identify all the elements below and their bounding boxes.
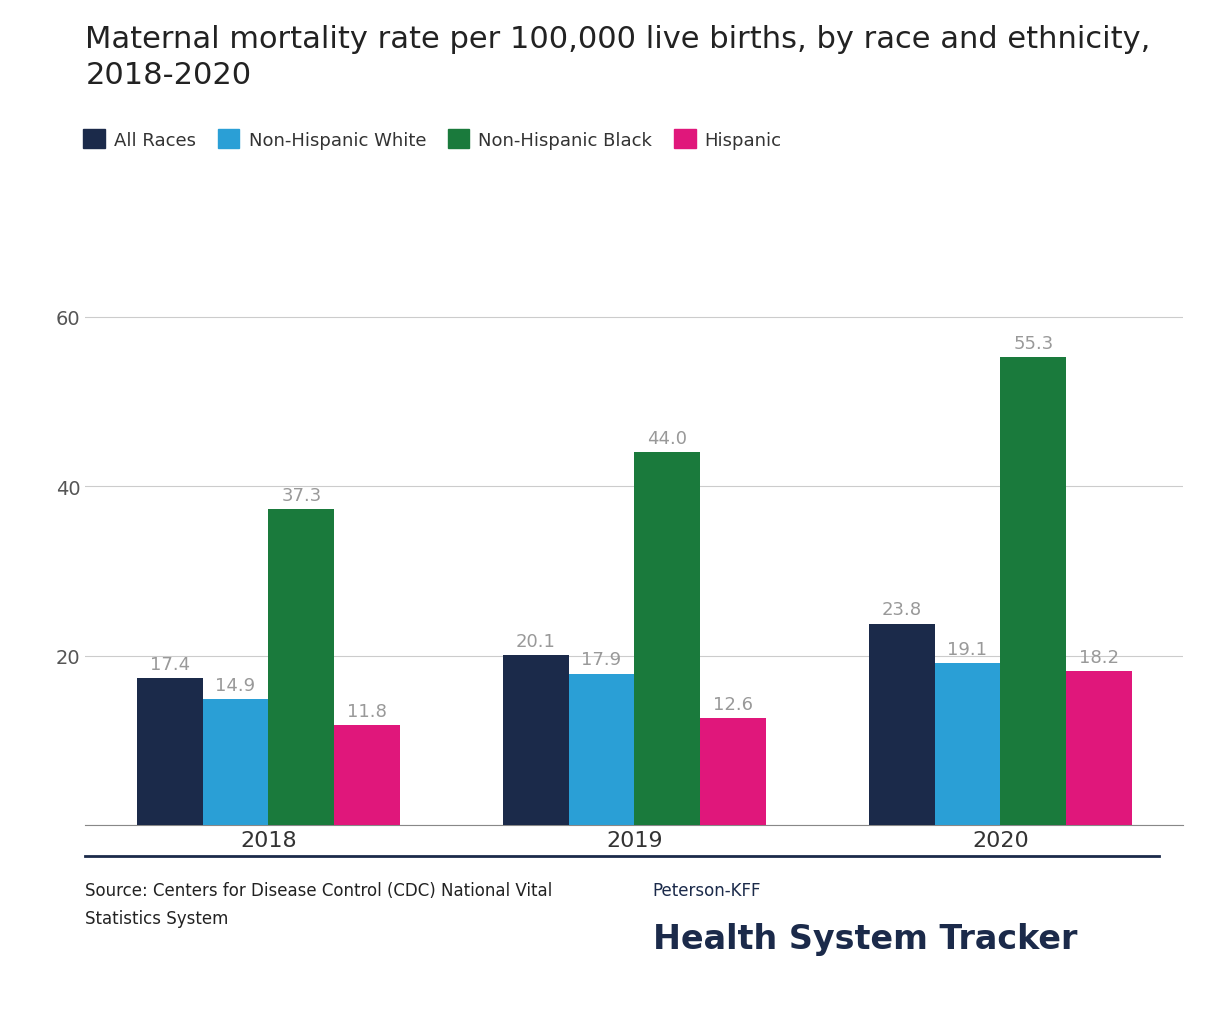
Text: 23.8: 23.8	[882, 601, 921, 619]
Bar	[268, 510, 334, 825]
Text: 11.8: 11.8	[348, 702, 387, 720]
Bar	[569, 674, 634, 825]
Bar	[1066, 672, 1132, 825]
Bar	[137, 678, 203, 825]
Text: Statistics System: Statistics System	[85, 909, 229, 927]
Bar	[935, 663, 1000, 825]
Text: 37.3: 37.3	[282, 486, 321, 504]
Bar	[1000, 358, 1066, 825]
Text: 19.1: 19.1	[948, 641, 987, 658]
Bar	[203, 699, 268, 825]
Text: 18.2: 18.2	[1080, 648, 1119, 666]
Bar	[869, 624, 935, 825]
Text: 20.1: 20.1	[516, 632, 555, 650]
Bar	[634, 452, 700, 825]
Legend: All Races, Non-Hispanic White, Non-Hispanic Black, Hispanic: All Races, Non-Hispanic White, Non-Hispa…	[83, 130, 782, 150]
Text: Health System Tracker: Health System Tracker	[653, 922, 1077, 955]
Text: Maternal mortality rate per 100,000 live births, by race and ethnicity,: Maternal mortality rate per 100,000 live…	[85, 25, 1150, 54]
Text: Source: Centers for Disease Control (CDC) National Vital: Source: Centers for Disease Control (CDC…	[85, 881, 553, 900]
Text: 17.9: 17.9	[582, 651, 621, 668]
Bar	[334, 726, 400, 825]
Bar	[700, 718, 766, 825]
Text: Peterson-KFF: Peterson-KFF	[653, 881, 761, 900]
Text: 44.0: 44.0	[648, 430, 687, 447]
Text: 17.4: 17.4	[150, 655, 189, 673]
Text: 12.6: 12.6	[714, 696, 753, 713]
Text: 55.3: 55.3	[1014, 334, 1053, 353]
Bar	[503, 655, 569, 825]
Text: 2018-2020: 2018-2020	[85, 61, 251, 90]
Text: 14.9: 14.9	[216, 677, 255, 694]
